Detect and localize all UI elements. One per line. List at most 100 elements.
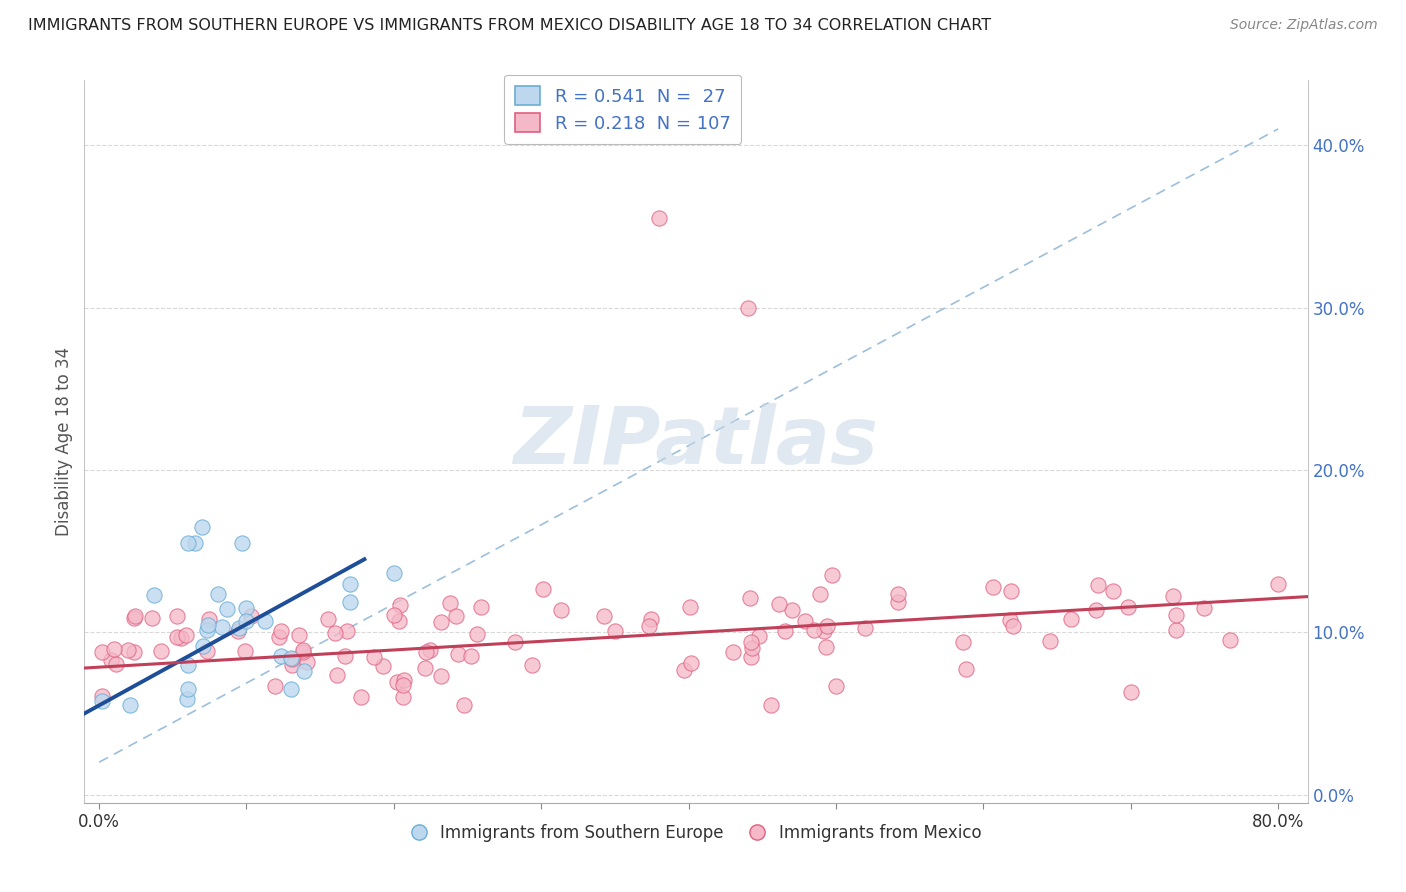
Point	[90, 645, 112, 659]
Point	[981, 580, 1004, 594]
Point	[143, 588, 166, 602]
Point	[270, 624, 292, 639]
Point	[773, 624, 796, 639]
Point	[741, 640, 763, 655]
Point	[446, 609, 468, 624]
Point	[391, 678, 413, 692]
Point	[825, 679, 848, 693]
Point	[821, 568, 844, 582]
Point	[430, 669, 453, 683]
Point	[808, 587, 831, 601]
Point	[1087, 578, 1109, 592]
Point	[998, 613, 1021, 627]
Point	[363, 649, 385, 664]
Point	[281, 658, 304, 673]
Point	[392, 673, 415, 687]
Point	[191, 520, 214, 534]
Point	[281, 652, 304, 666]
Point	[887, 586, 910, 600]
Point	[195, 623, 218, 637]
Point	[267, 630, 290, 644]
Point	[1102, 584, 1125, 599]
Point	[740, 650, 762, 665]
Point	[952, 635, 974, 649]
Point	[678, 599, 700, 614]
Point	[550, 602, 572, 616]
Point	[382, 566, 405, 580]
Point	[120, 698, 142, 713]
Point	[318, 612, 340, 626]
Point	[470, 600, 492, 615]
Point	[721, 644, 744, 658]
Point	[90, 689, 112, 703]
Point	[292, 665, 315, 679]
Point	[815, 619, 838, 633]
Point	[1060, 612, 1083, 626]
Point	[1219, 632, 1241, 647]
Point	[215, 602, 238, 616]
Text: ZIPatlas: ZIPatlas	[513, 402, 879, 481]
Point	[233, 644, 256, 658]
Point	[176, 658, 198, 673]
Point	[211, 620, 233, 634]
Point	[1164, 623, 1187, 637]
Point	[603, 624, 626, 638]
Point	[520, 658, 543, 673]
Y-axis label: Disability Age 18 to 34: Disability Age 18 to 34	[55, 347, 73, 536]
Point	[679, 656, 702, 670]
Point	[1001, 619, 1024, 633]
Point	[291, 642, 314, 657]
Point	[648, 211, 671, 226]
Point	[1084, 603, 1107, 617]
Point	[91, 694, 114, 708]
Point	[207, 587, 229, 601]
Point	[197, 612, 219, 626]
Point	[388, 615, 411, 629]
Point	[197, 618, 219, 632]
Point	[226, 624, 249, 638]
Point	[297, 655, 319, 669]
Point	[280, 650, 302, 665]
Point	[592, 608, 614, 623]
Point	[239, 609, 262, 624]
Point	[141, 611, 163, 625]
Point	[339, 595, 361, 609]
Point	[270, 648, 292, 663]
Point	[325, 668, 347, 682]
Point	[1163, 590, 1185, 604]
Point	[887, 595, 910, 609]
Point	[768, 598, 790, 612]
Point	[335, 648, 357, 663]
Point	[166, 609, 188, 624]
Point	[1267, 577, 1289, 591]
Point	[392, 690, 415, 705]
Point	[439, 595, 461, 609]
Point	[748, 629, 770, 643]
Point	[803, 623, 825, 637]
Point	[447, 647, 470, 661]
Point	[263, 679, 285, 693]
Point	[388, 598, 411, 612]
Point	[430, 615, 453, 630]
Point	[1164, 608, 1187, 623]
Point	[176, 682, 198, 697]
Point	[640, 612, 662, 626]
Point	[350, 690, 373, 704]
Point	[288, 628, 311, 642]
Point	[531, 582, 554, 596]
Point	[174, 628, 197, 642]
Text: Source: ZipAtlas.com: Source: ZipAtlas.com	[1230, 18, 1378, 32]
Point	[637, 619, 659, 633]
Text: IMMIGRANTS FROM SOUTHERN EUROPE VS IMMIGRANTS FROM MEXICO DISABILITY AGE 18 TO 3: IMMIGRANTS FROM SOUTHERN EUROPE VS IMMIG…	[28, 18, 991, 33]
Point	[853, 621, 876, 635]
Point	[813, 624, 835, 638]
Point	[1039, 634, 1062, 648]
Point	[339, 576, 361, 591]
Point	[955, 662, 977, 676]
Point	[184, 536, 207, 550]
Point	[176, 691, 198, 706]
Point	[149, 644, 172, 658]
Point	[1116, 600, 1139, 615]
Point	[460, 648, 482, 663]
Point	[740, 634, 762, 648]
